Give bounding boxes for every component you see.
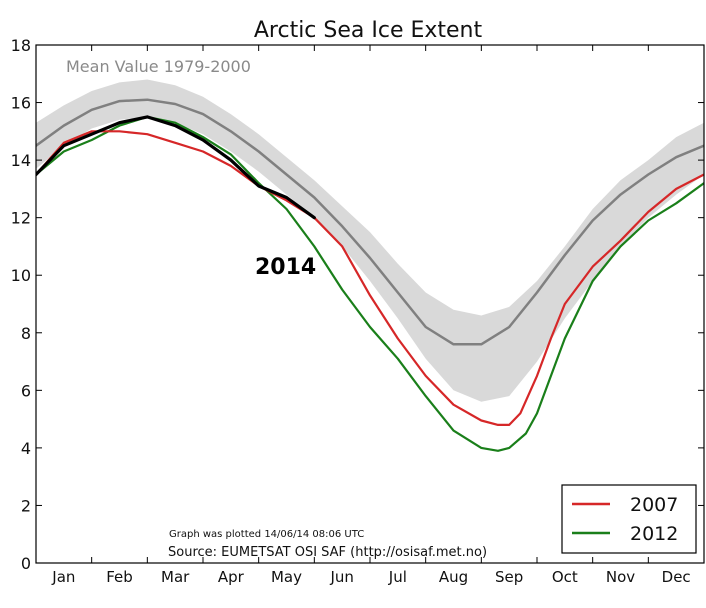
y-tick-label: 12: [11, 209, 31, 228]
x-tick-label: Apr: [218, 568, 245, 586]
y-tick-label: 2: [21, 496, 31, 515]
x-tick-label: Oct: [552, 568, 578, 586]
y-tick-label: 8: [21, 324, 31, 343]
y-tick-label: 4: [21, 439, 31, 458]
x-tick-label: Feb: [106, 568, 133, 586]
x-tick-label: Jun: [329, 568, 353, 586]
y-tick-label: 16: [11, 94, 31, 113]
plot-timestamp-note: Graph was plotted 14/06/14 08:06 UTC: [169, 529, 364, 540]
y-tick-label: 6: [21, 381, 31, 400]
mean-line: [36, 98, 704, 346]
series-2007-line: [36, 130, 704, 426]
x-tick-label: Mar: [161, 568, 190, 586]
series-2014-line: [36, 115, 316, 220]
source-note: Source: EUMETSAT OSI SAF (http://osisaf.…: [168, 545, 487, 560]
x-tick-label: Dec: [662, 568, 691, 586]
legend-label-2007: 2007: [630, 494, 678, 516]
chart-title: Arctic Sea Ice Extent: [254, 18, 483, 43]
legend-box: [561, 484, 697, 554]
x-tick-label: Jul: [388, 568, 407, 586]
mean-range-band: [36, 79, 704, 402]
y-tick-label: 18: [11, 36, 31, 55]
x-tick-label: Jan: [51, 568, 75, 586]
plot-layer: 0 2 4 6 8 10 12 14 16 18 Jan Feb Mar Apr May Jun Jul Aug S…: [11, 36, 705, 586]
y-tick-label: 10: [11, 266, 31, 285]
x-tick-label: Aug: [439, 568, 468, 586]
legend-label-2012: 2012: [630, 523, 678, 545]
y-tick-label: 14: [11, 151, 31, 170]
x-tick-label: May: [271, 568, 302, 586]
y-tick-label: 0: [21, 554, 31, 573]
x-tick-label: Nov: [606, 568, 635, 586]
year-2014-label: 2014: [255, 255, 316, 280]
mean-band-label: Mean Value 1979-2000: [66, 57, 251, 76]
x-tick-label: Sep: [495, 568, 523, 586]
